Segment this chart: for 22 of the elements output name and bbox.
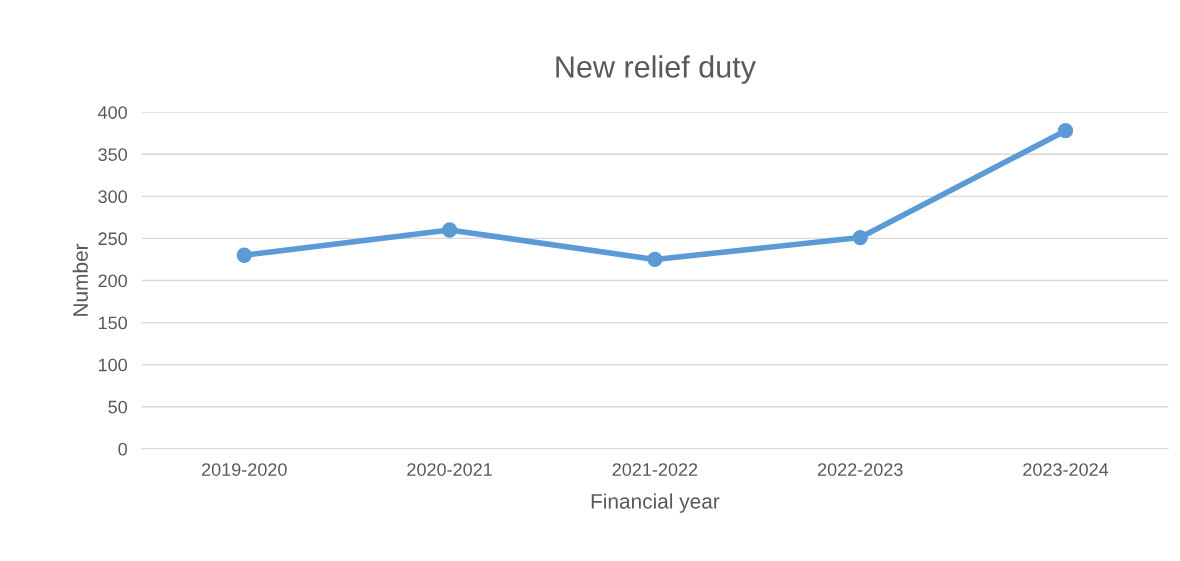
point [647, 251, 663, 268]
x-tick-label: 2022-2023 [817, 463, 903, 476]
y-tick-label: 100 [98, 358, 128, 372]
point [852, 229, 868, 246]
y-tick-label: 250 [98, 232, 128, 246]
x-tick-label: 2023-2024 [1023, 463, 1109, 476]
chart-title: New relief duty [556, 55, 756, 84]
point [441, 222, 458, 238]
x-tick-label: 2021-2022 [612, 463, 698, 476]
x-axis-title: Financial year [591, 493, 720, 513]
y-tick-label: 200 [98, 274, 128, 288]
point [1057, 123, 1074, 139]
point [236, 247, 252, 263]
y-axis-title: Number [72, 243, 88, 316]
y-tick-label: 0 [118, 442, 128, 456]
y-tick-label: 400 [98, 106, 128, 119]
y-tick-label: 300 [98, 190, 128, 204]
y-tick-label: 150 [98, 316, 128, 330]
x-tick-label: 2019-2020 [202, 463, 287, 476]
y-tick-label: 50 [108, 400, 128, 414]
x-tick-label: 2020-2021 [407, 463, 492, 476]
y-tick-label: 350 [98, 148, 128, 161]
